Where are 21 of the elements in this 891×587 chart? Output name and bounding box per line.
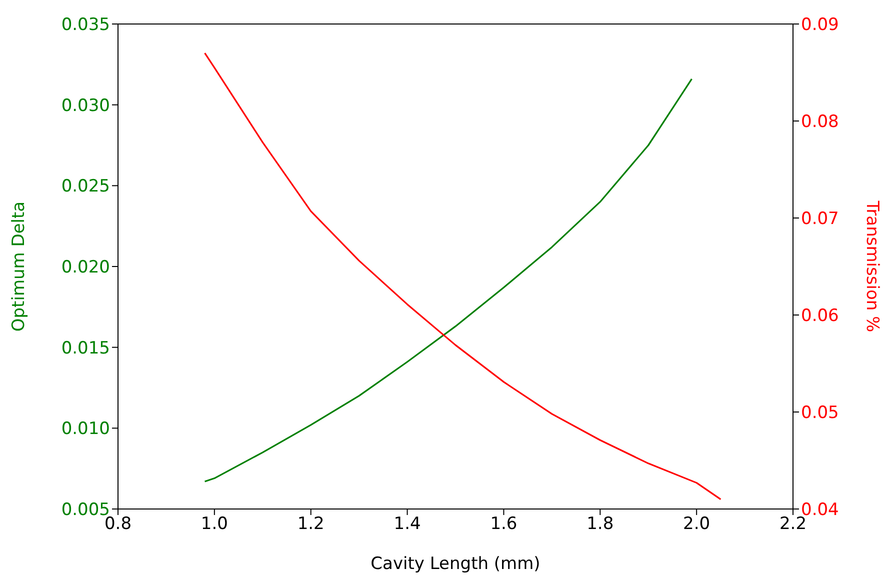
x-tick-label: 1.2 <box>297 514 324 534</box>
y2-tick-label: 0.06 <box>801 306 839 326</box>
x-tick-label: 2.2 <box>779 514 807 534</box>
x-tick-label: 1.8 <box>586 514 614 534</box>
x-tick-label: 1.4 <box>394 514 421 534</box>
x-tick-label: 1.6 <box>490 514 518 534</box>
y-axis-title: Optimum Delta <box>9 201 30 332</box>
y2-tick-label: 0.08 <box>801 112 839 132</box>
y2-axis-title: Transmission % <box>862 200 882 332</box>
y-tick-label: 0.010 <box>61 419 110 440</box>
y-tick-label: 0.015 <box>61 338 110 358</box>
x-axis-title: Cavity Length (mm) <box>370 554 540 574</box>
y2-tick-label: 0.05 <box>801 403 839 424</box>
y-tick-label: 0.025 <box>61 176 110 197</box>
x-tick-label: 1.0 <box>200 514 228 534</box>
y-tick-label: 0.020 <box>61 258 110 278</box>
x-tick-label: 2.0 <box>683 514 710 534</box>
y2-tick-label: 0.09 <box>801 15 839 36</box>
y-tick-label: 0.035 <box>61 15 110 36</box>
y-tick-label: 0.030 <box>61 96 110 116</box>
y2-tick-label: 0.07 <box>801 209 839 230</box>
